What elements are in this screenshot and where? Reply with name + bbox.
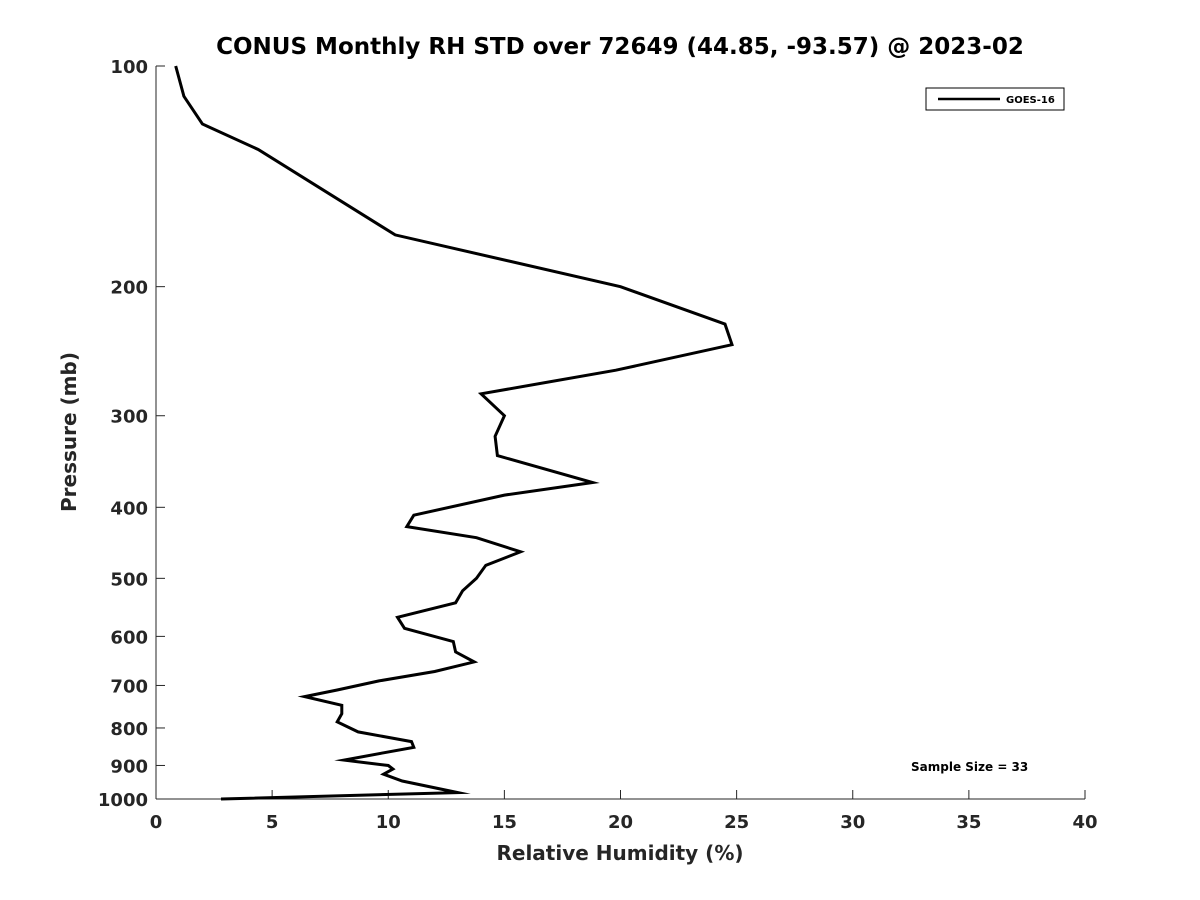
legend: GOES-16 <box>925 87 1065 111</box>
y-tick-label: 900 <box>110 756 148 777</box>
x-tick-label: 30 <box>840 812 865 833</box>
plot-area: 0 5 10 15 20 25 30 35 40 100 200 300 400 500 600 700 800… <box>98 57 1098 833</box>
x-tick-label: 20 <box>608 812 633 833</box>
x-tick-label: 5 <box>266 812 279 833</box>
legend-label-goes16: GOES-16 <box>1006 95 1055 106</box>
chart-title: CONUS Monthly RH STD over 72649 (44.85, … <box>216 34 1024 60</box>
x-tick-label: 40 <box>1072 812 1097 833</box>
y-tick-label: 400 <box>110 498 148 519</box>
x-tick-label: 35 <box>956 812 981 833</box>
x-tick-label: 25 <box>724 812 749 833</box>
y-tick-label: 700 <box>110 676 148 697</box>
x-axis-label: Relative Humidity (%) <box>496 841 743 865</box>
x-tick-label: 15 <box>492 812 517 833</box>
y-tick-label: 300 <box>110 407 148 428</box>
y-tick-label: 200 <box>110 278 148 299</box>
y-tick-label: 100 <box>110 57 148 78</box>
sample-size-annotation: Sample Size = 33 <box>911 760 1028 774</box>
y-tick-label: 500 <box>110 569 148 590</box>
y-axis-label: Pressure (mb) <box>57 352 81 512</box>
x-tick-label: 0 <box>150 812 163 833</box>
y-tick-label: 800 <box>110 719 148 740</box>
series-line-goes16 <box>174 65 734 801</box>
y-tick-label: 600 <box>110 627 148 648</box>
y-tick-label: 1000 <box>98 790 148 811</box>
x-tick-label: 10 <box>376 812 401 833</box>
